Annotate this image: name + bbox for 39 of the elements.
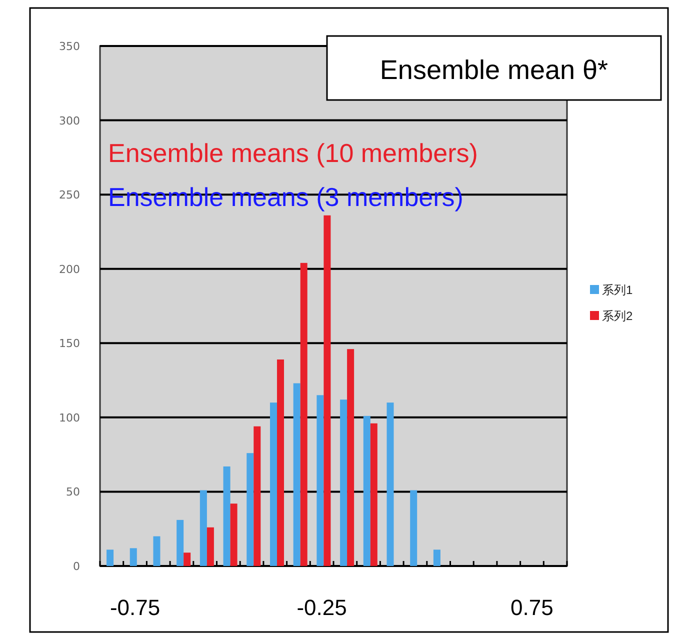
bar xyxy=(106,550,114,566)
y-tick-label: 50 xyxy=(66,486,80,499)
bar xyxy=(153,536,160,566)
x-tick-label: -0.25 xyxy=(296,595,347,620)
bar xyxy=(254,426,261,566)
x-tick-label: 0.75 xyxy=(510,595,554,620)
y-tick-label: 350 xyxy=(59,40,80,53)
bar xyxy=(230,504,238,566)
y-tick-label: 100 xyxy=(59,411,80,424)
bar xyxy=(246,453,254,566)
bar xyxy=(386,402,394,566)
bar xyxy=(130,548,137,566)
annotation: Ensemble means (10 members) xyxy=(108,138,478,168)
legend-label: 系列1 xyxy=(602,283,633,297)
bar xyxy=(324,215,331,566)
bar xyxy=(363,416,370,566)
y-tick-label: 250 xyxy=(59,188,80,202)
y-tick-label: 300 xyxy=(59,114,80,128)
bar xyxy=(347,349,354,566)
bar xyxy=(433,550,440,566)
bar xyxy=(200,490,207,566)
x-tick-label: -0.75 xyxy=(110,595,160,620)
bar xyxy=(223,466,230,566)
legend-label: 系列2 xyxy=(602,309,633,323)
chart-title: Ensemble mean θ* xyxy=(380,55,609,85)
bar xyxy=(300,262,308,566)
bar xyxy=(410,490,418,566)
bar xyxy=(370,423,378,566)
y-tick-label: 0 xyxy=(73,560,80,573)
bar xyxy=(184,552,191,566)
bar xyxy=(176,520,184,566)
bar xyxy=(293,383,300,566)
bar xyxy=(276,359,284,566)
bar xyxy=(316,395,324,566)
bar xyxy=(340,400,348,566)
y-tick-label: 150 xyxy=(59,337,80,350)
bar xyxy=(270,402,277,566)
bar xyxy=(206,527,214,566)
y-tick-label: 200 xyxy=(59,262,80,276)
